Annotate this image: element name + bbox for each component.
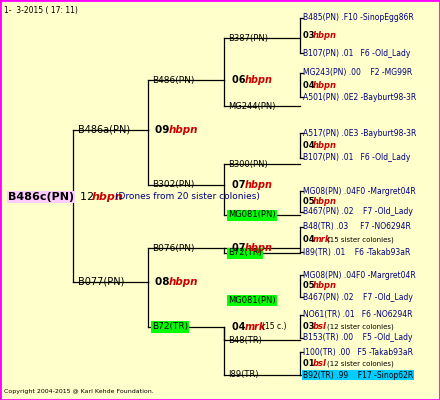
- Text: B076(PN): B076(PN): [152, 244, 194, 252]
- Text: B300(PN): B300(PN): [228, 160, 268, 168]
- Text: hbpn: hbpn: [313, 282, 337, 290]
- Text: 05: 05: [303, 282, 318, 290]
- Text: mrk: mrk: [313, 235, 331, 244]
- Text: MG081(PN): MG081(PN): [228, 210, 275, 220]
- Text: mrk: mrk: [245, 322, 266, 332]
- Text: 03: 03: [303, 31, 317, 40]
- Text: B107(PN) .01   F6 -Old_Lady: B107(PN) .01 F6 -Old_Lady: [303, 48, 411, 58]
- Text: (Drones from 20 sister colonies): (Drones from 20 sister colonies): [115, 192, 260, 202]
- Text: hbpn: hbpn: [245, 75, 273, 85]
- Text: 07: 07: [232, 180, 249, 190]
- Text: B486c(PN): B486c(PN): [8, 192, 74, 202]
- Text: 04: 04: [303, 235, 318, 244]
- Text: B387(PN): B387(PN): [228, 34, 268, 42]
- Text: bsl: bsl: [313, 359, 327, 368]
- Text: B92(TR) .99    F17 -Sinop62R: B92(TR) .99 F17 -Sinop62R: [303, 370, 413, 380]
- Text: hbpn: hbpn: [169, 277, 198, 287]
- Text: hbpn: hbpn: [313, 197, 337, 206]
- Text: B153(TR) .00    F5 -Old_Lady: B153(TR) .00 F5 -Old_Lady: [303, 334, 413, 342]
- Text: 01: 01: [303, 359, 318, 368]
- Text: I89(TR): I89(TR): [228, 370, 259, 380]
- Text: hbpn: hbpn: [245, 180, 273, 190]
- Text: B077(PN): B077(PN): [78, 277, 125, 287]
- Text: (15 c.): (15 c.): [262, 322, 286, 332]
- Text: I100(TR) .00   F5 -Takab93aR: I100(TR) .00 F5 -Takab93aR: [303, 348, 413, 356]
- Text: hbpn: hbpn: [313, 31, 337, 40]
- Text: 1-  3-2015 ( 17: 11): 1- 3-2015 ( 17: 11): [4, 6, 78, 15]
- Text: 06: 06: [232, 75, 249, 85]
- Text: NO61(TR) .01   F6 -NO6294R: NO61(TR) .01 F6 -NO6294R: [303, 310, 413, 320]
- Text: 04: 04: [232, 322, 249, 332]
- Text: 04: 04: [303, 141, 318, 150]
- Text: B72(TR): B72(TR): [228, 248, 262, 258]
- Text: B467(PN) .02    F7 -Old_Lady: B467(PN) .02 F7 -Old_Lady: [303, 292, 413, 302]
- Text: 04: 04: [303, 80, 318, 90]
- Text: MG244(PN): MG244(PN): [228, 102, 275, 110]
- Text: MG081(PN): MG081(PN): [228, 296, 275, 304]
- Text: MG08(PN) .04F0 -Margret04R: MG08(PN) .04F0 -Margret04R: [303, 186, 416, 196]
- Text: I89(TR) .01    F6 -Takab93aR: I89(TR) .01 F6 -Takab93aR: [303, 248, 411, 256]
- Text: hbpn: hbpn: [245, 243, 273, 253]
- Text: B467(PN) .02    F7 -Old_Lady: B467(PN) .02 F7 -Old_Lady: [303, 208, 413, 216]
- Text: A517(PN) .0E3 -Bayburt98-3R: A517(PN) .0E3 -Bayburt98-3R: [303, 128, 416, 138]
- Text: hbpn: hbpn: [313, 80, 337, 90]
- Text: B302(PN): B302(PN): [152, 180, 194, 190]
- Text: B486(PN): B486(PN): [152, 76, 194, 84]
- Text: 03: 03: [303, 322, 317, 331]
- Text: 07: 07: [232, 243, 249, 253]
- Text: B48(TR) .03     F7 -NO6294R: B48(TR) .03 F7 -NO6294R: [303, 222, 411, 232]
- Text: B486a(PN): B486a(PN): [78, 125, 130, 135]
- Text: hbpn: hbpn: [313, 141, 337, 150]
- Text: Copyright 2004-2015 @ Karl Kehde Foundation.: Copyright 2004-2015 @ Karl Kehde Foundat…: [4, 389, 154, 394]
- Text: B107(PN) .01   F6 -Old_Lady: B107(PN) .01 F6 -Old_Lady: [303, 154, 411, 162]
- Text: (12 sister colonies): (12 sister colonies): [327, 323, 394, 330]
- Text: MG08(PN) .04F0 -Margret04R: MG08(PN) .04F0 -Margret04R: [303, 270, 416, 280]
- Text: B485(PN) .F10 -SinopEgg86R: B485(PN) .F10 -SinopEgg86R: [303, 14, 414, 22]
- Text: 08: 08: [155, 277, 173, 287]
- Text: B72(TR): B72(TR): [152, 322, 188, 332]
- Text: B48(TR): B48(TR): [228, 336, 262, 344]
- Text: bsl: bsl: [313, 322, 327, 331]
- Text: 09: 09: [155, 125, 173, 135]
- Text: hbpn: hbpn: [169, 125, 198, 135]
- Text: A501(PN) .0E2 -Bayburt98-3R: A501(PN) .0E2 -Bayburt98-3R: [303, 92, 416, 102]
- Text: hbpn: hbpn: [92, 192, 124, 202]
- Text: (15 sister colonies): (15 sister colonies): [327, 236, 394, 243]
- Text: 12: 12: [80, 192, 98, 202]
- Text: 05: 05: [303, 197, 318, 206]
- Text: MG243(PN) .00    F2 -MG99R: MG243(PN) .00 F2 -MG99R: [303, 68, 412, 78]
- Text: (12 sister colonies): (12 sister colonies): [327, 360, 394, 367]
